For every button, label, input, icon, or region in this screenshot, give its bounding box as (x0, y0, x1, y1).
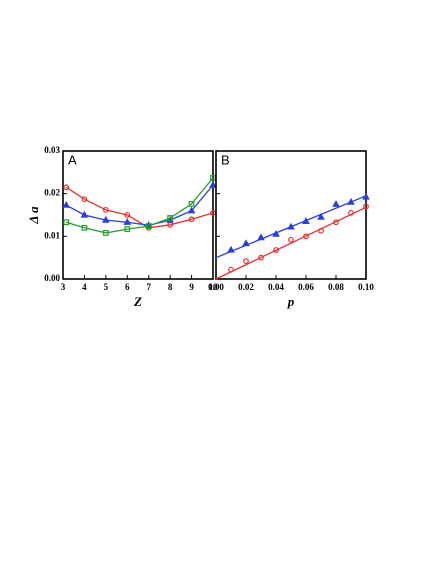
x-tick-label: 6 (125, 282, 130, 292)
y-tick-label: 0.01 (44, 230, 60, 240)
marker (124, 212, 131, 218)
marker (80, 210, 89, 218)
x-tick-label: 7 (146, 282, 151, 292)
marker (124, 226, 131, 232)
marker (145, 223, 152, 229)
marker (188, 216, 195, 223)
panel-label: B (221, 152, 230, 167)
marker (102, 215, 110, 223)
marker (62, 200, 71, 208)
series-line (66, 177, 214, 234)
marker (123, 218, 132, 225)
marker (102, 206, 109, 213)
x-tick-label: 9 (189, 282, 194, 292)
x-tick-label: 10 (209, 282, 219, 292)
y-tick-label: 0.00 (44, 273, 60, 283)
marker (317, 212, 325, 220)
x-axis-label: p (287, 294, 295, 309)
x-tick-label: 0.02 (238, 282, 254, 292)
marker (243, 258, 249, 264)
x-tick-label: 0.04 (268, 282, 284, 292)
marker (81, 224, 88, 231)
marker (273, 247, 279, 253)
marker (167, 215, 174, 221)
marker (63, 184, 70, 191)
marker (303, 233, 309, 240)
series-line (215, 206, 367, 280)
x-tick-label: 5 (104, 282, 109, 292)
series-line (65, 184, 214, 226)
x-tick-label: 4 (82, 282, 87, 292)
x-tick-label: 0.06 (298, 282, 314, 292)
marker (63, 219, 70, 226)
plot-frame (215, 150, 367, 280)
marker (102, 230, 109, 236)
x-tick-label: 3 (61, 282, 66, 292)
x-tick-label: 0.10 (358, 282, 374, 292)
y-tick-label: 0.02 (44, 188, 60, 198)
x-axis-label: Z (133, 294, 142, 309)
series-line (65, 186, 214, 229)
marker (187, 206, 196, 214)
x-tick-label: 8 (168, 282, 173, 292)
y-axis-label: Δ a (26, 206, 41, 225)
x-tick-label: 0.08 (328, 282, 344, 292)
marker (81, 196, 88, 203)
marker (258, 254, 264, 261)
series-line (215, 195, 367, 259)
panel-label: A (68, 152, 77, 167)
marker (332, 200, 340, 207)
y-tick-label: 0.03 (44, 145, 60, 155)
marker (288, 236, 294, 243)
marker (363, 203, 369, 210)
x-tick-label: 0.00 (208, 282, 224, 292)
marker (209, 180, 217, 188)
marker (188, 201, 195, 207)
